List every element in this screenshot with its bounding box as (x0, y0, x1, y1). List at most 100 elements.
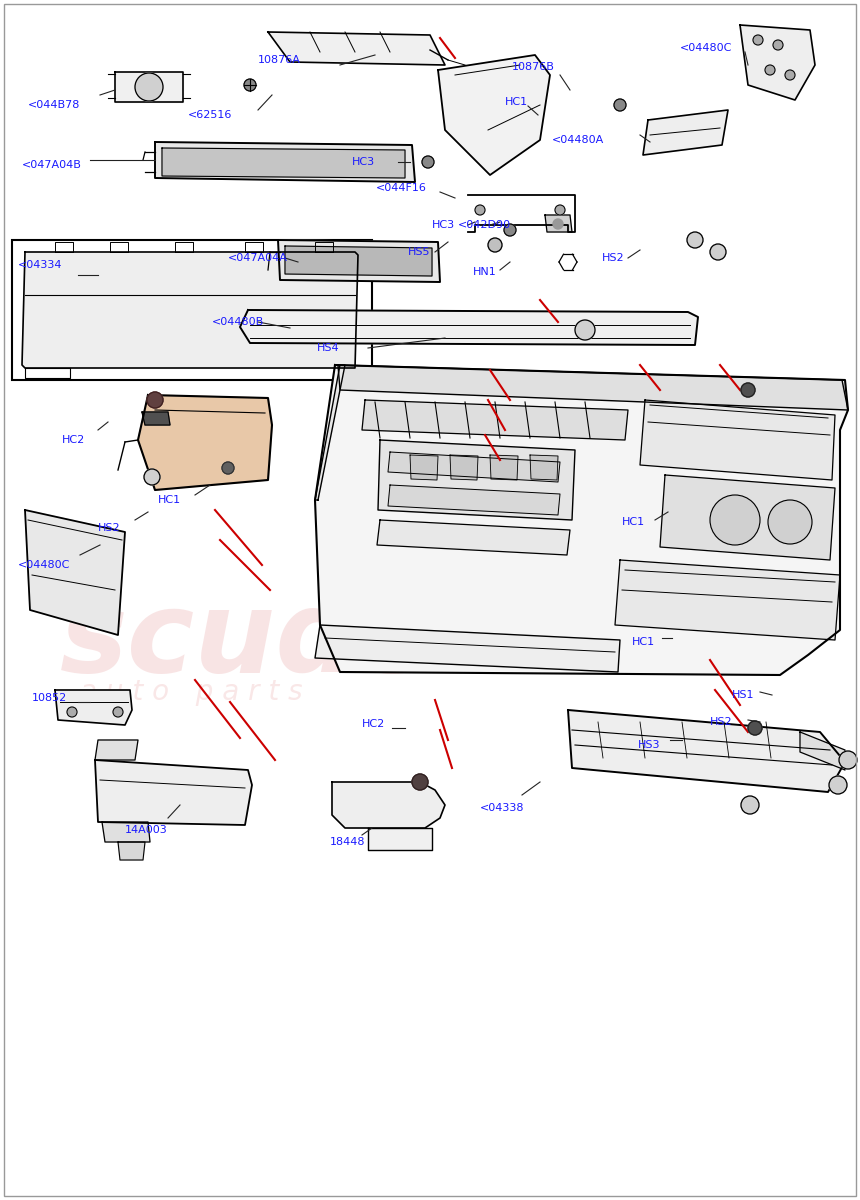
Bar (679, 494, 707, 522)
Text: 10876A: 10876A (258, 55, 301, 65)
Polygon shape (568, 710, 845, 792)
Text: <042D90: <042D90 (458, 220, 511, 230)
Polygon shape (278, 240, 440, 282)
Polygon shape (800, 732, 845, 770)
Polygon shape (530, 455, 558, 480)
Polygon shape (643, 110, 728, 155)
Bar (623, 494, 651, 522)
Polygon shape (740, 25, 815, 100)
Polygon shape (25, 510, 125, 635)
Polygon shape (95, 740, 138, 760)
Polygon shape (660, 475, 835, 560)
Polygon shape (450, 455, 478, 480)
Circle shape (765, 65, 775, 74)
Circle shape (741, 383, 755, 397)
Polygon shape (138, 395, 272, 490)
Text: <04480B: <04480B (212, 317, 264, 326)
Polygon shape (95, 760, 252, 826)
Circle shape (710, 494, 760, 545)
Text: <04334: <04334 (18, 260, 63, 270)
Circle shape (144, 469, 160, 485)
Polygon shape (162, 148, 405, 178)
Polygon shape (142, 412, 170, 425)
Polygon shape (362, 400, 628, 440)
Text: HC1: HC1 (505, 97, 528, 107)
Text: HC1: HC1 (622, 517, 645, 527)
Circle shape (687, 232, 703, 248)
Circle shape (135, 73, 163, 101)
Circle shape (753, 35, 763, 44)
Text: 10876B: 10876B (512, 62, 555, 72)
Circle shape (710, 244, 726, 260)
Polygon shape (315, 365, 345, 500)
Polygon shape (155, 142, 415, 182)
Polygon shape (115, 72, 183, 102)
Text: HS2: HS2 (710, 716, 733, 727)
Text: HS2: HS2 (602, 253, 624, 263)
Circle shape (741, 796, 759, 814)
Text: HS2: HS2 (98, 523, 120, 533)
Circle shape (488, 238, 502, 252)
Text: HC3: HC3 (352, 157, 375, 167)
Bar (12, 240, 372, 380)
Polygon shape (240, 310, 698, 346)
Polygon shape (315, 625, 620, 672)
Circle shape (422, 156, 434, 168)
Polygon shape (640, 400, 835, 480)
Text: scuderia: scuderia (60, 584, 607, 696)
Circle shape (412, 774, 428, 790)
Circle shape (773, 40, 783, 50)
Polygon shape (55, 690, 132, 725)
Text: <04338: <04338 (480, 803, 525, 814)
Polygon shape (268, 32, 445, 65)
Circle shape (113, 707, 123, 716)
Text: <047A04A: <047A04A (228, 253, 288, 263)
Circle shape (244, 79, 256, 91)
Text: <04480C: <04480C (18, 560, 71, 570)
Polygon shape (377, 520, 570, 554)
Text: 14A003: 14A003 (125, 826, 168, 835)
Polygon shape (22, 252, 358, 368)
Bar (595, 522, 623, 550)
Circle shape (575, 320, 595, 340)
Polygon shape (438, 55, 550, 175)
Polygon shape (332, 782, 445, 828)
Circle shape (67, 707, 77, 716)
Circle shape (748, 721, 762, 734)
Text: HC2: HC2 (362, 719, 385, 728)
Circle shape (555, 205, 565, 215)
Text: HC1: HC1 (158, 494, 181, 505)
Text: HC3: HC3 (432, 220, 455, 230)
Text: HS5: HS5 (408, 247, 431, 257)
Polygon shape (410, 455, 438, 480)
Text: HS4: HS4 (317, 343, 340, 353)
Text: HS1: HS1 (732, 690, 754, 700)
Circle shape (147, 392, 163, 408)
Text: HS3: HS3 (638, 740, 660, 750)
Polygon shape (378, 440, 575, 520)
Text: <044F16: <044F16 (376, 182, 427, 193)
Bar (595, 466, 623, 494)
Text: <04480A: <04480A (552, 134, 605, 145)
Text: <62516: <62516 (188, 110, 232, 120)
Circle shape (553, 218, 563, 229)
Polygon shape (285, 246, 432, 276)
Polygon shape (368, 828, 432, 850)
Polygon shape (490, 455, 518, 480)
Polygon shape (338, 365, 848, 410)
Circle shape (839, 751, 857, 769)
Text: <047A04B: <047A04B (22, 160, 82, 170)
Circle shape (475, 205, 485, 215)
Bar (651, 522, 679, 550)
Polygon shape (615, 560, 840, 640)
Polygon shape (118, 842, 145, 860)
Text: a u t o   p a r t s: a u t o p a r t s (80, 678, 303, 706)
Circle shape (614, 98, 626, 110)
Polygon shape (315, 365, 848, 674)
Circle shape (829, 776, 847, 794)
Bar (651, 466, 679, 494)
Text: <04480C: <04480C (680, 43, 733, 53)
Polygon shape (388, 452, 560, 482)
Polygon shape (388, 485, 560, 515)
Circle shape (222, 462, 234, 474)
